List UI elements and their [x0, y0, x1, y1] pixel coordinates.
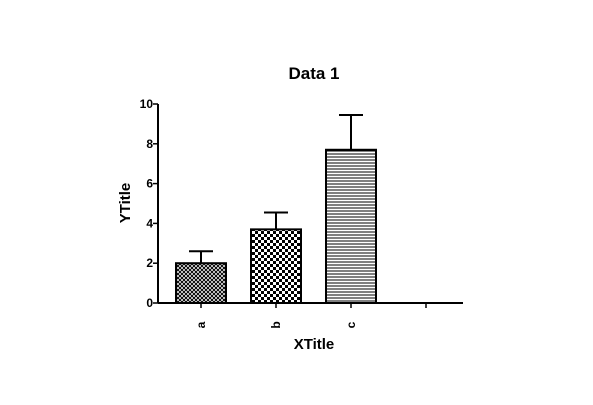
x-axis-title: XTitle — [294, 336, 335, 353]
y-axis-title: YTitle — [117, 183, 134, 224]
y-tick-label-0: 0 — [146, 296, 153, 310]
y-tick-label-4: 4 — [146, 216, 153, 230]
chart-title: Data 1 — [288, 64, 339, 83]
y-tick-label-2: 2 — [146, 256, 153, 270]
y-tick-label-8: 8 — [146, 137, 153, 151]
y-tick-label-10: 10 — [140, 97, 154, 111]
x-tick-label-b: b — [269, 321, 283, 328]
bar-b — [250, 228, 302, 304]
bar-a — [175, 262, 227, 305]
plot-area: 0 2 4 6 8 10 a b c — [140, 97, 463, 329]
x-tick-label-a: a — [194, 321, 208, 328]
y-tick-label-6: 6 — [146, 177, 153, 191]
bar-c — [325, 148, 377, 304]
x-tick-label-c: c — [344, 321, 358, 328]
